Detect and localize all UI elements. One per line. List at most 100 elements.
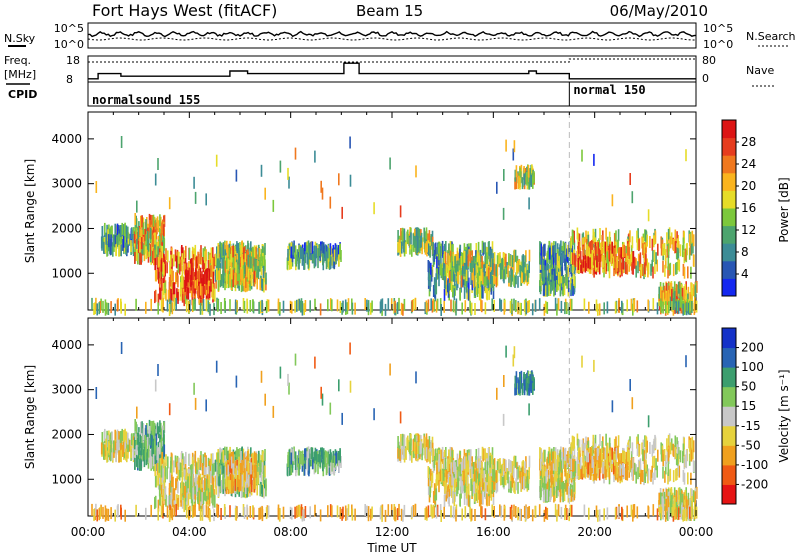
scatter-mark: [249, 300, 252, 312]
scatter-mark: [667, 266, 669, 279]
scatter-mark: [323, 250, 325, 263]
scatter-mark: [130, 446, 132, 459]
scatter-mark: [652, 266, 654, 279]
scatter-mark: [573, 240, 576, 253]
scatter-mark: [184, 469, 186, 482]
scatter-mark: [577, 249, 579, 262]
scatter-mark: [306, 458, 309, 471]
scatter-mark: [169, 470, 171, 483]
scatter-mark: [428, 449, 430, 462]
scatter-mark: [478, 255, 481, 268]
scatter-mark: [157, 257, 160, 269]
scatter-mark: [451, 279, 453, 292]
scatter-mark: [188, 300, 190, 313]
scatter-mark: [496, 181, 498, 194]
scatter-mark: [167, 289, 170, 302]
scatter-mark: [453, 288, 456, 301]
scatter-mark: [124, 440, 126, 453]
scatter-mark: [412, 439, 415, 452]
scatter-mark: [244, 253, 247, 266]
scatter-mark: [437, 266, 440, 279]
scatter-mark: [675, 290, 678, 303]
scatter-mark: [183, 294, 185, 307]
scatter-mark: [134, 213, 136, 225]
scatter-mark: [307, 256, 310, 269]
scatter-mark: [668, 301, 670, 314]
scatter-mark: [493, 271, 496, 284]
scatter-mark: [449, 278, 452, 291]
scatter-mark: [185, 498, 187, 511]
scatter-mark: [190, 474, 193, 486]
scatter-mark: [288, 257, 291, 270]
scatter-mark: [104, 238, 106, 251]
scatter-mark: [299, 246, 302, 259]
scatter-mark: [675, 262, 677, 275]
scatter-mark: [582, 246, 585, 259]
scatter-mark: [627, 243, 629, 256]
scatter-mark: [254, 258, 256, 271]
scatter-mark: [400, 434, 402, 446]
scatter-mark: [159, 236, 161, 249]
scatter-mark: [172, 282, 175, 295]
scatter-mark: [562, 275, 565, 287]
scatter-mark: [122, 239, 124, 251]
scatter-mark: [214, 269, 217, 282]
scatter-mark: [196, 462, 198, 475]
scatter-mark: [659, 286, 662, 299]
scatter-mark: [513, 140, 516, 153]
scatter-mark: [684, 293, 686, 306]
scatter-mark: [474, 461, 476, 474]
scatter-mark: [435, 488, 438, 501]
scatter-mark: [657, 243, 659, 256]
scatter-mark: [608, 231, 611, 244]
scatter-mark: [141, 421, 143, 434]
scatter-mark: [188, 453, 191, 466]
scatter-mark: [301, 459, 304, 472]
scatter-mark: [191, 499, 194, 512]
scatter-mark: [210, 255, 213, 268]
scatter-mark: [419, 442, 421, 455]
scatter-mark: [185, 292, 187, 305]
scatter-mark: [405, 241, 407, 254]
power-plot-frame: [87, 111, 697, 311]
scatter-mark: [236, 300, 238, 313]
scatter-mark: [325, 257, 328, 270]
scatter-mark: [460, 473, 462, 486]
scatter-mark: [213, 303, 215, 316]
scatter-mark: [114, 223, 116, 236]
scatter-mark: [229, 480, 231, 493]
scatter-mark: [139, 449, 141, 462]
scatter-mark: [440, 252, 442, 265]
scatter-mark: [427, 260, 430, 272]
scatter-mark: [290, 463, 293, 476]
scatter-mark: [171, 474, 173, 487]
scatter-mark: [322, 253, 324, 266]
scatter-mark: [184, 485, 186, 498]
scatter-mark: [414, 434, 416, 447]
scatter-mark: [660, 243, 663, 256]
scatter-mark: [414, 235, 416, 248]
scatter-mark: [145, 425, 147, 438]
scatter-mark: [467, 254, 470, 267]
scatter-mark: [503, 302, 506, 315]
scatter-mark: [685, 289, 688, 302]
scatter-mark: [340, 250, 342, 262]
scatter-mark: [465, 257, 468, 270]
scatter-mark: [154, 240, 156, 253]
scatter-mark: [333, 249, 336, 262]
scatter-mark: [442, 262, 445, 275]
scatter-mark: [481, 300, 483, 313]
scatter-mark: [171, 453, 173, 466]
scatter-mark: [155, 227, 158, 240]
scatter-mark: [582, 237, 584, 250]
scatter-mark: [251, 465, 254, 478]
scatter-mark: [325, 463, 328, 476]
scatter-mark: [449, 270, 451, 283]
scatter-mark: [301, 253, 304, 266]
scatter-mark: [643, 253, 646, 265]
scatter-mark: [468, 483, 470, 496]
scatter-mark: [184, 263, 186, 276]
scatter-mark: [208, 492, 211, 505]
scatter-mark: [180, 488, 182, 501]
scatter-mark: [616, 259, 618, 272]
